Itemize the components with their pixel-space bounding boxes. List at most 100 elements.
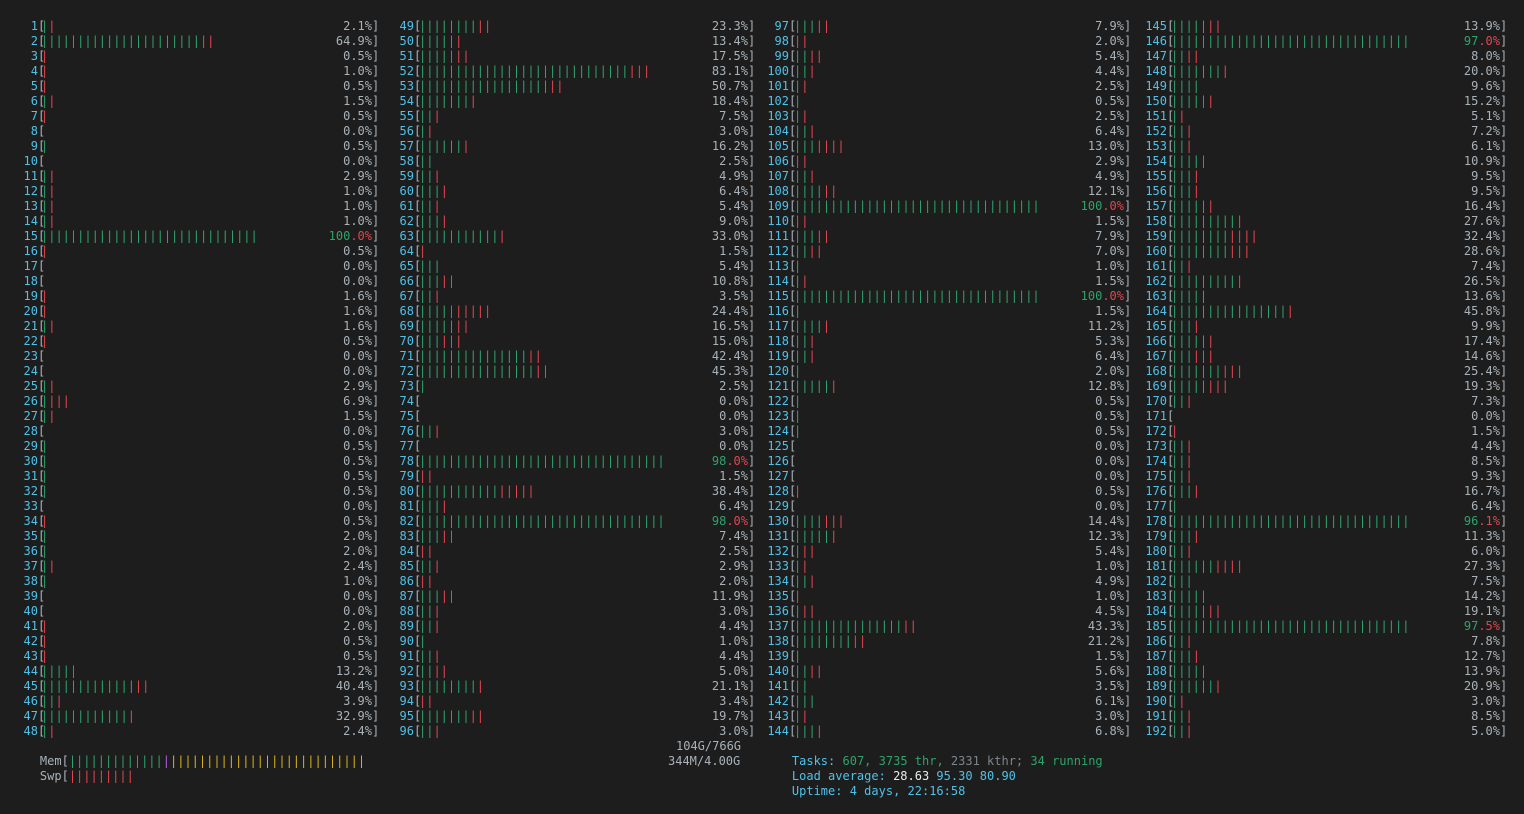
cpu-number: 40 (23, 604, 38, 618)
cpu-number: 79 (399, 469, 414, 483)
cpu-percent: 23.3% (711, 19, 748, 33)
cpu-usage-bar: ||| (794, 64, 816, 78)
cpu-number: 18 (23, 274, 38, 288)
cpu-usage-bar: ||| (794, 169, 816, 183)
cpu-percent: 3.0% (719, 424, 748, 438)
cpu-usage-bar: || (794, 559, 809, 573)
mem-label: Mem (39, 754, 62, 768)
cpu-number: 187 (1145, 649, 1167, 663)
cpu-usage-bar: | (41, 244, 49, 258)
cpu-usage-bar: |||| (1171, 649, 1200, 663)
cpu-usage-bar: ||| (419, 724, 441, 738)
cpu-usage-bar: | (794, 649, 802, 663)
cpu-usage-bar: | (41, 544, 49, 558)
cpu-percent: 0.0% (343, 259, 372, 273)
cpu-number: 26 (23, 394, 38, 408)
cpu-number: 119 (767, 349, 789, 363)
cpu-usage-bar: ||| (1171, 574, 1193, 588)
cpu-usage-bar: |||||||||| (1171, 214, 1244, 228)
cpu-percent: 2.5% (719, 379, 748, 393)
cpu-usage-bar: ||| (1171, 124, 1193, 138)
cpu-usage-bar: | (41, 649, 49, 663)
cpu-usage-bar: |||||| (1171, 334, 1215, 348)
cpu-number: 60 (399, 184, 414, 198)
cpu-number: 148 (1145, 64, 1167, 78)
cpu-number: 182 (1145, 574, 1167, 588)
cpu-percent: 9.0% (719, 214, 748, 228)
cpu-number: 67 (399, 289, 414, 303)
cpu-usage-bar: |||| (794, 724, 823, 738)
cpu-number: 30 (23, 454, 38, 468)
cpu-usage-bar: |||||| (419, 34, 463, 48)
tasks-threads: 3735 thr, (878, 754, 944, 768)
cpu-percent: 0.0% (343, 124, 372, 138)
cpu-percent: 25.4% (1463, 364, 1500, 378)
cpu-usage-bar: ||| (419, 289, 441, 303)
cpu-usage-bar: ||||||||||| (1171, 244, 1251, 258)
cpu-percent: 1.0% (1095, 589, 1124, 603)
cpu-percent: 6.8% (1095, 724, 1124, 738)
cpu-percent: 24.4% (711, 304, 748, 318)
cpu-percent: 0.5% (1095, 394, 1124, 408)
cpu-percent: 7.4% (719, 529, 748, 543)
load-15min: 80.90 (979, 769, 1016, 783)
cpu-percent: 11.9% (711, 589, 748, 603)
cpu-percent: 16.5% (711, 319, 748, 333)
cpu-percent: 6.4% (719, 184, 748, 198)
cpu-usage-bar: ||| (419, 259, 441, 273)
cpu-percent: 0.0% (343, 349, 372, 363)
cpu-percent: 5.0% (719, 664, 748, 678)
cpu-usage-bar: ||||| (419, 529, 456, 543)
cpu-usage-bar: | (794, 94, 802, 108)
cpu-number: 32 (23, 484, 38, 498)
cpu-percent: 1.6% (343, 289, 372, 303)
cpu-number: 73 (399, 379, 414, 393)
cpu-number: 99 (774, 49, 789, 63)
cpu-usage-bar: | (794, 364, 802, 378)
cpu-number: 42 (23, 634, 38, 648)
cpu-percent: 0.0% (343, 424, 372, 438)
cpu-usage-bar: | (41, 529, 49, 543)
cpu-percent: 27.3% (1463, 559, 1500, 573)
mem-meter: Mem[||||||||||||||||||||||||||||||||||||… (39, 754, 366, 768)
cpu-number: 14 (23, 214, 38, 228)
cpu-number: 82 (399, 514, 414, 528)
cpu-usage-bar: |||| (419, 499, 448, 513)
cpu-usage-bar: |||||||||||| (1171, 229, 1258, 243)
cpu-usage-bar: || (1171, 694, 1186, 708)
cpu-percent: 1.0% (1095, 559, 1124, 573)
cpu-percent: 0.5% (343, 244, 372, 258)
cpu-usage-bar: || (41, 19, 56, 33)
cpu-number: 170 (1145, 394, 1167, 408)
cpu-usage-bar: || (794, 34, 809, 48)
cpu-number: 20 (23, 304, 38, 318)
cpu-number: 117 (767, 319, 789, 333)
cpu-number: 94 (399, 694, 414, 708)
cpu-number: 163 (1145, 289, 1167, 303)
cpu-usage-bar: ||| (1171, 259, 1193, 273)
cpu-number: 25 (23, 379, 38, 393)
cpu-number: 54 (399, 94, 414, 108)
cpu-number: 121 (767, 379, 789, 393)
cpu-percent: 26.5% (1463, 274, 1500, 288)
cpu-usage-bar: | (1171, 424, 1179, 438)
cpu-percent: 0.5% (343, 649, 372, 663)
cpu-usage-bar: ||| (419, 619, 441, 633)
cpu-usage-bar: | (41, 619, 49, 633)
cpu-percent: 13.2% (335, 664, 372, 678)
cpu-usage-bar: | (1171, 499, 1179, 513)
cpu-usage-bar: |||| (794, 49, 823, 63)
tasks-kthreads: 2331 kthr; (950, 754, 1024, 768)
cpu-usage-bar: || (419, 124, 434, 138)
cpu-usage-bar: |||| (1171, 319, 1200, 333)
cpu-number: 158 (1145, 214, 1167, 228)
cpu-number: 129 (767, 499, 789, 513)
cpu-percent: 16.4% (1463, 199, 1500, 213)
cpu-usage-bar: ||| (419, 169, 441, 183)
cpu-number: 16 (23, 244, 38, 258)
cpu-usage-bar: | (41, 514, 49, 528)
cpu-number: 97 (774, 19, 789, 33)
cpu-number: 87 (399, 589, 414, 603)
cpu-number: 162 (1145, 274, 1167, 288)
cpu-number: 44 (23, 664, 38, 678)
